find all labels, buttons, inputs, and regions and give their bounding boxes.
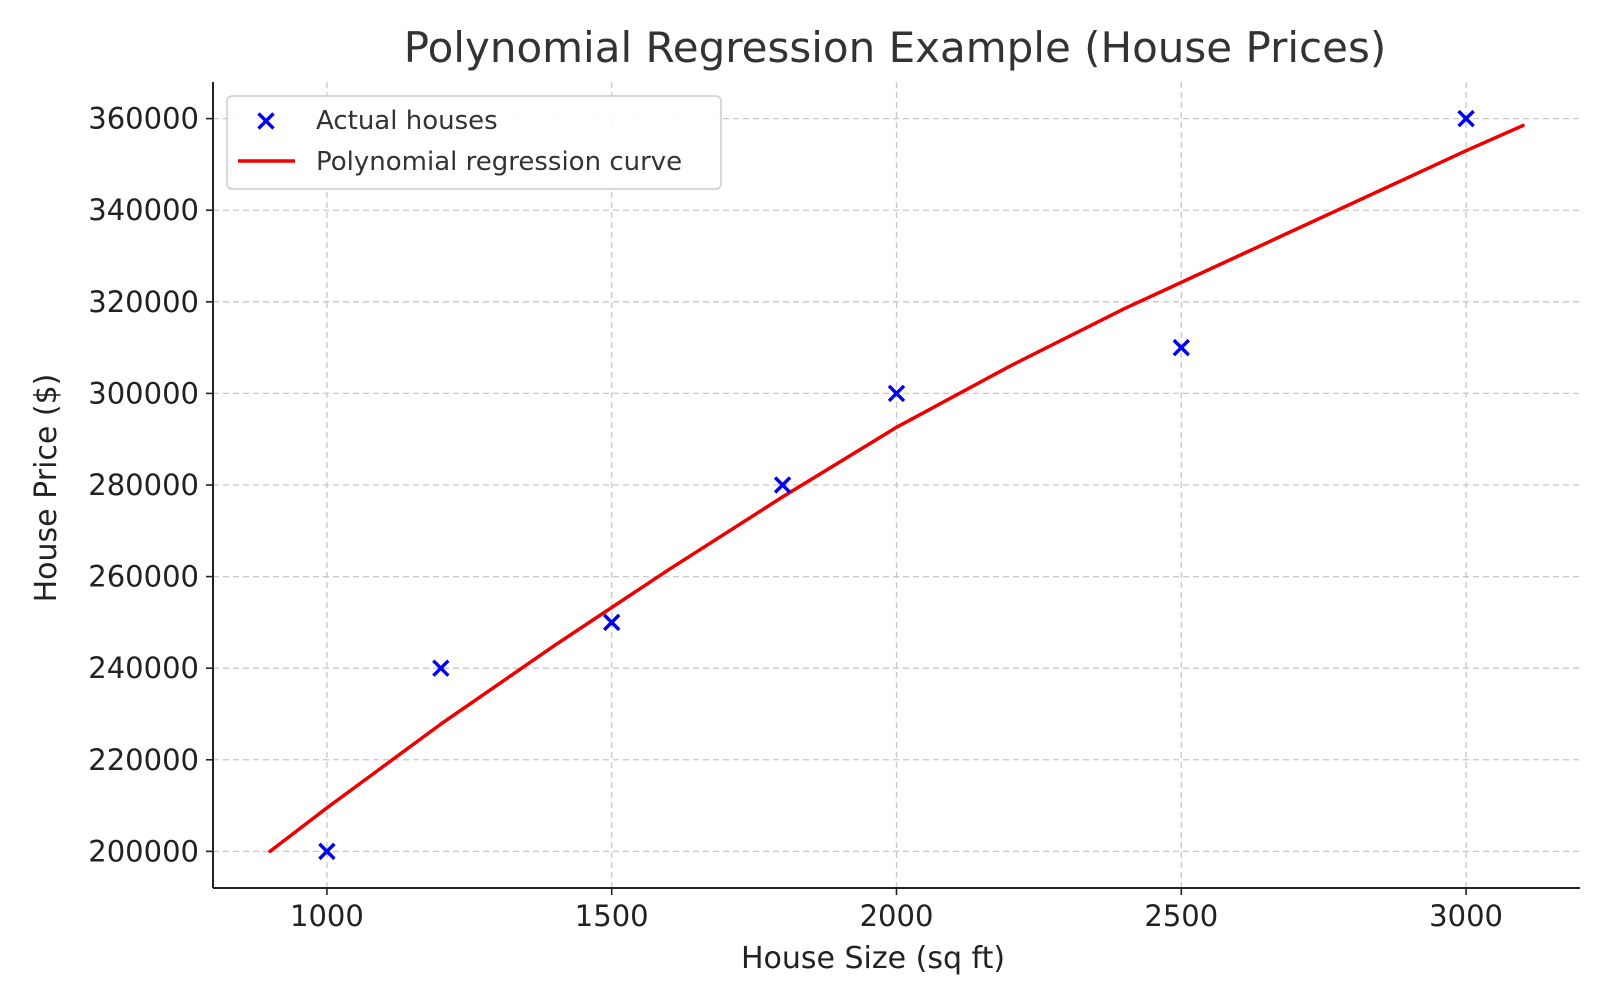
legend: Actual houses Polynomial regression curv… xyxy=(226,95,722,190)
legend-marker-actual-houses xyxy=(257,112,275,130)
legend-label-regression-curve: Polynomial regression curve xyxy=(316,147,682,177)
y-tick-label-240000: 240000 xyxy=(88,651,199,685)
legend-x-marker xyxy=(257,112,275,130)
scatter-point-5 xyxy=(887,384,906,403)
scatter-point-6 xyxy=(1172,338,1190,357)
grid-layer xyxy=(213,82,1580,888)
points-layer xyxy=(318,109,1475,861)
scatter-point-7 xyxy=(1457,109,1475,128)
y-axis-label: House Price ($) xyxy=(29,374,64,603)
y-tick-label-360000: 360000 xyxy=(88,102,199,136)
x-axis-label: House Size (sq ft) xyxy=(741,941,1005,976)
y-tick-label-340000: 340000 xyxy=(88,193,199,227)
curve-layer xyxy=(268,123,1525,854)
x-tick-label-1000: 1000 xyxy=(290,899,364,933)
scatter-point-4 xyxy=(773,476,792,494)
scatter-point-1 xyxy=(318,842,336,861)
x-tick-label-1500: 1500 xyxy=(575,899,649,933)
y-tick-label-300000: 300000 xyxy=(88,376,199,410)
x-tick-label-2000: 2000 xyxy=(860,899,934,933)
scatter-point-2 xyxy=(432,659,450,677)
scatter-point-3 xyxy=(603,613,621,632)
chart-title: Polynomial Regression Example (House Pri… xyxy=(404,23,1386,72)
x-tick-label-2500: 2500 xyxy=(1144,899,1218,933)
y-tick-label-280000: 280000 xyxy=(88,468,199,502)
legend-box xyxy=(226,95,722,190)
regression-curve-line xyxy=(268,123,1525,854)
y-tick-label-200000: 200000 xyxy=(88,834,199,868)
y-tick-label-260000: 260000 xyxy=(88,560,199,594)
y-tick-label-320000: 320000 xyxy=(88,285,199,319)
x-tick-label-3000: 3000 xyxy=(1429,899,1503,933)
y-tick-label-220000: 220000 xyxy=(88,743,199,777)
ticks-layer: 1000 1500 2000 2500 3000 200000 220000 240000 26… xyxy=(88,102,1503,933)
legend-label-actual-houses: Actual houses xyxy=(316,106,498,136)
